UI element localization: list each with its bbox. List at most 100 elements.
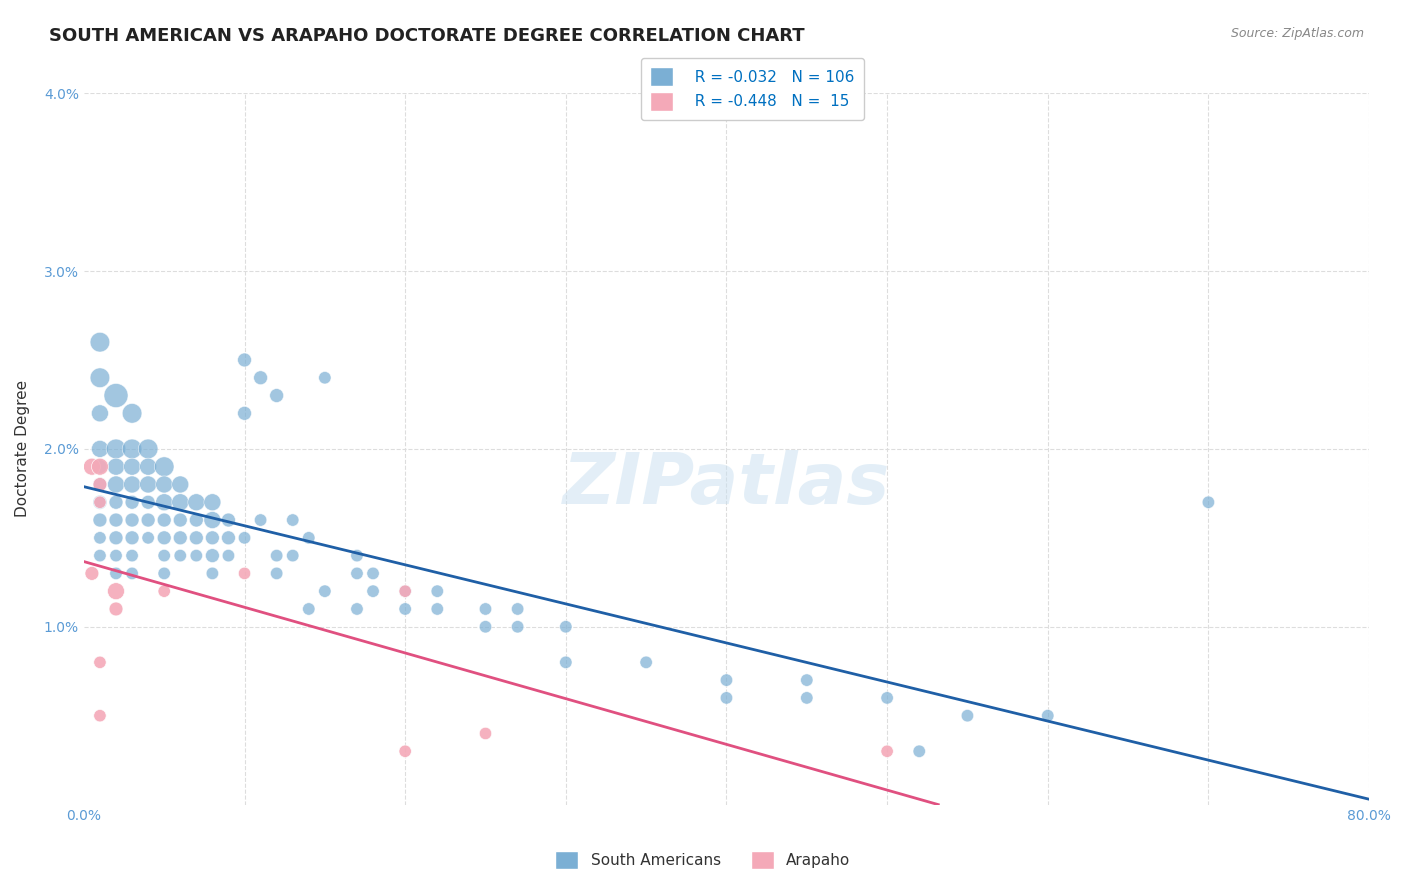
- Point: [474, 726, 496, 740]
- Point: [89, 459, 111, 474]
- Point: [89, 513, 111, 527]
- Point: [89, 442, 111, 456]
- Point: [136, 513, 159, 527]
- Point: [233, 566, 256, 581]
- Point: [89, 531, 111, 545]
- Point: [266, 549, 288, 563]
- Point: [89, 708, 111, 723]
- Point: [201, 549, 224, 563]
- Point: [121, 442, 143, 456]
- Point: [169, 531, 191, 545]
- Point: [474, 602, 496, 616]
- Text: Source: ZipAtlas.com: Source: ZipAtlas.com: [1230, 27, 1364, 40]
- Point: [394, 584, 416, 599]
- Point: [554, 620, 576, 634]
- Point: [121, 513, 143, 527]
- Point: [796, 673, 818, 687]
- Point: [89, 477, 111, 491]
- Text: SOUTH AMERICAN VS ARAPAHO DOCTORATE DEGREE CORRELATION CHART: SOUTH AMERICAN VS ARAPAHO DOCTORATE DEGR…: [49, 27, 804, 45]
- Point: [876, 690, 898, 705]
- Point: [105, 459, 128, 474]
- Point: [217, 531, 239, 545]
- Point: [233, 406, 256, 420]
- Point: [169, 477, 191, 491]
- Point: [105, 549, 128, 563]
- Point: [121, 459, 143, 474]
- Point: [153, 549, 176, 563]
- Point: [394, 584, 416, 599]
- Point: [89, 495, 111, 509]
- Point: [89, 477, 111, 491]
- Point: [105, 584, 128, 599]
- Point: [105, 495, 128, 509]
- Point: [153, 566, 176, 581]
- Point: [266, 566, 288, 581]
- Point: [394, 744, 416, 758]
- Point: [121, 495, 143, 509]
- Point: [169, 549, 191, 563]
- Point: [796, 690, 818, 705]
- Point: [121, 477, 143, 491]
- Point: [474, 620, 496, 634]
- Point: [80, 459, 103, 474]
- Point: [105, 513, 128, 527]
- Point: [186, 531, 208, 545]
- Y-axis label: Doctorate Degree: Doctorate Degree: [15, 380, 30, 517]
- Point: [506, 620, 529, 634]
- Point: [506, 602, 529, 616]
- Point: [361, 566, 384, 581]
- Point: [233, 353, 256, 368]
- Point: [89, 549, 111, 563]
- Point: [201, 566, 224, 581]
- Point: [169, 495, 191, 509]
- Text: ZIPatlas: ZIPatlas: [562, 450, 890, 519]
- Point: [426, 584, 449, 599]
- Point: [136, 442, 159, 456]
- Point: [201, 531, 224, 545]
- Point: [201, 495, 224, 509]
- Point: [281, 549, 304, 563]
- Point: [186, 495, 208, 509]
- Point: [298, 602, 321, 616]
- Point: [105, 566, 128, 581]
- Point: [233, 531, 256, 545]
- Point: [136, 531, 159, 545]
- Point: [1036, 708, 1059, 723]
- Point: [266, 388, 288, 402]
- Point: [136, 477, 159, 491]
- Point: [314, 370, 336, 384]
- Point: [80, 566, 103, 581]
- Legend:   R = -0.032   N = 106,   R = -0.448   N =  15: R = -0.032 N = 106, R = -0.448 N = 15: [641, 58, 863, 120]
- Point: [716, 673, 738, 687]
- Point: [716, 690, 738, 705]
- Point: [153, 495, 176, 509]
- Point: [394, 602, 416, 616]
- Point: [105, 602, 128, 616]
- Point: [956, 708, 979, 723]
- Point: [169, 513, 191, 527]
- Point: [346, 566, 368, 581]
- Point: [186, 549, 208, 563]
- Point: [89, 656, 111, 670]
- Point: [298, 531, 321, 545]
- Point: [217, 513, 239, 527]
- Point: [281, 513, 304, 527]
- Point: [121, 549, 143, 563]
- Point: [89, 335, 111, 350]
- Point: [346, 602, 368, 616]
- Point: [314, 584, 336, 599]
- Point: [105, 477, 128, 491]
- Point: [136, 495, 159, 509]
- Legend: South Americans, Arapaho: South Americans, Arapaho: [550, 845, 856, 875]
- Point: [121, 406, 143, 420]
- Point: [89, 459, 111, 474]
- Point: [89, 406, 111, 420]
- Point: [554, 656, 576, 670]
- Point: [201, 513, 224, 527]
- Point: [136, 459, 159, 474]
- Point: [1197, 495, 1219, 509]
- Point: [89, 495, 111, 509]
- Point: [908, 744, 931, 758]
- Point: [361, 584, 384, 599]
- Point: [153, 513, 176, 527]
